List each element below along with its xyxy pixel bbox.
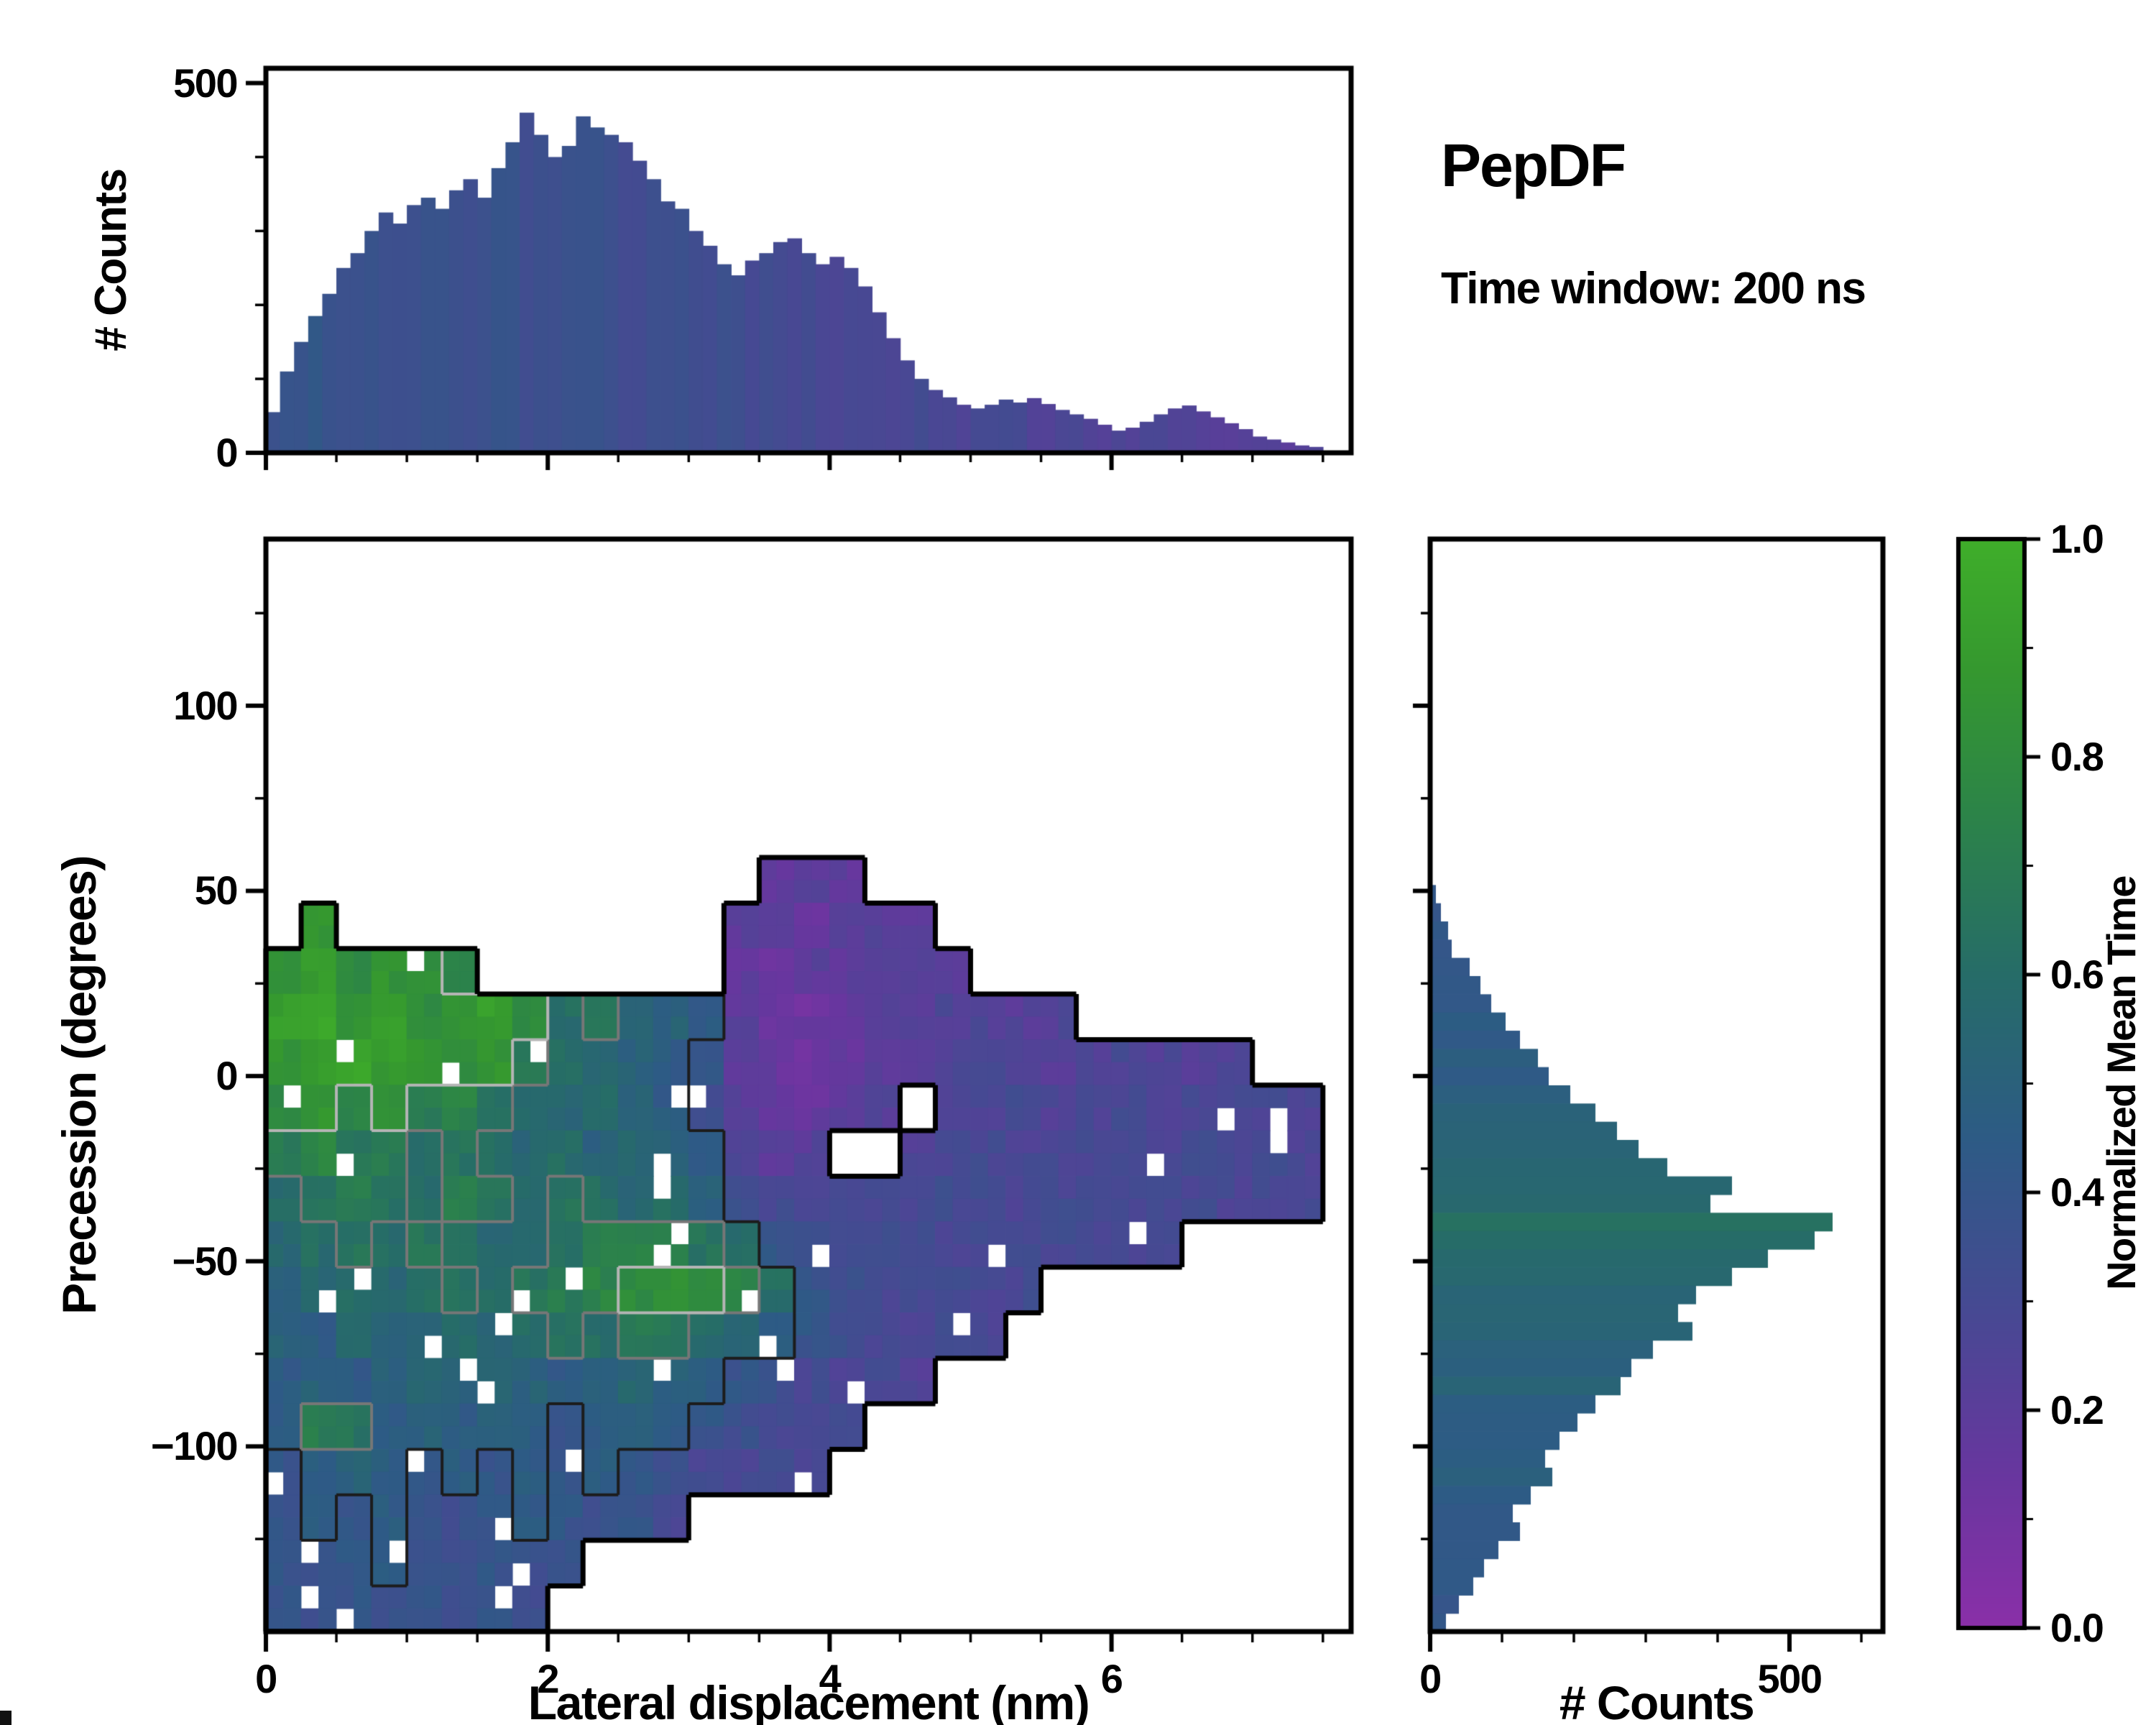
tick-label: −100 — [150, 1423, 239, 1469]
right-hist-x-axis-label: # Counts — [1559, 1676, 1755, 1725]
tick-label: 4 — [819, 1656, 842, 1701]
tick-label: 1.0 — [2050, 516, 2104, 561]
corner-artifact — [0, 1711, 11, 1725]
tick-label: 2 — [537, 1656, 559, 1701]
top-hist-y-axis-label: # Counts — [86, 169, 136, 351]
tick-label: 0.2 — [2050, 1387, 2104, 1432]
main-x-axis-label: Lateral displacement (nm) — [528, 1676, 1090, 1725]
heatmap-canvas — [234, 507, 1383, 1664]
tick-label: 0 — [216, 430, 238, 475]
tick-label: 50 — [194, 868, 239, 914]
right-histogram-canvas — [1398, 507, 1915, 1664]
tick-label: 6 — [1100, 1656, 1123, 1701]
colorbar-label: Normalized Mean Time — [2099, 876, 2144, 1290]
tick-label: 0.0 — [2050, 1605, 2104, 1650]
tick-label: 0.4 — [2050, 1169, 2104, 1215]
tick-label: 100 — [173, 682, 238, 728]
colorbar-canvas — [1926, 507, 2057, 1660]
tick-label: 0.6 — [2050, 952, 2104, 997]
tick-label: 0 — [216, 1053, 238, 1099]
plot-title: PepDF — [1441, 132, 1626, 199]
tick-label: 0 — [1419, 1656, 1442, 1701]
tick-label: 500 — [1757, 1656, 1823, 1701]
main-y-axis-label: Precession (degrees) — [52, 856, 106, 1315]
tick-label: 0.8 — [2050, 734, 2104, 779]
tick-label: 500 — [173, 60, 238, 106]
time-window-annotation: Time window: 200 ns — [1441, 264, 1866, 313]
tick-label: −50 — [172, 1238, 239, 1284]
top-histogram-canvas — [234, 36, 1383, 485]
tick-label: 0 — [255, 1656, 277, 1701]
